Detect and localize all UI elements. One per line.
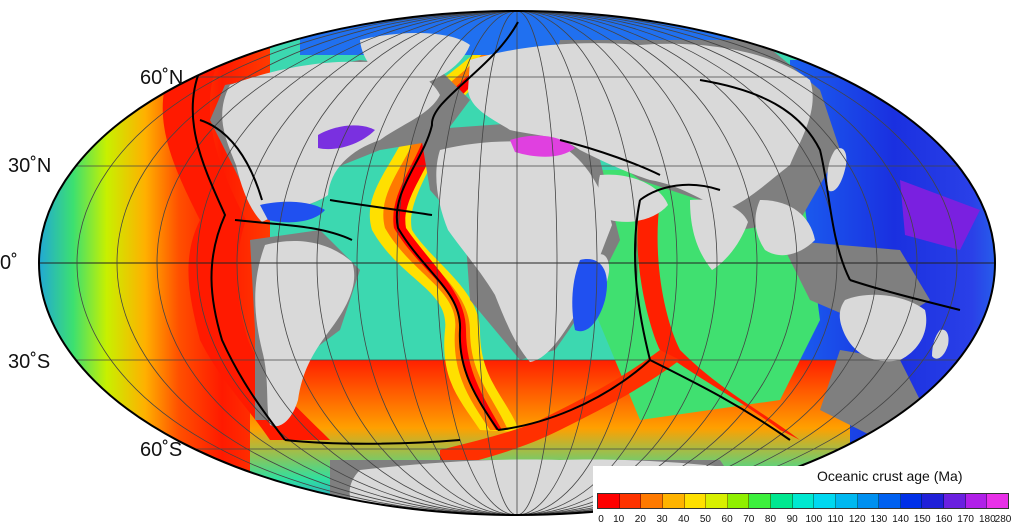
southeast-asia [755, 200, 815, 256]
legend-swatch [835, 494, 858, 508]
legend-tick: 90 [786, 514, 798, 525]
legend-swatch [598, 494, 620, 508]
legend-tick: 60 [721, 514, 733, 525]
legend-tick: 280 [994, 514, 1012, 525]
legend-tick: 30 [656, 514, 668, 525]
legend-tick: 70 [743, 514, 755, 525]
legend-swatch [641, 494, 663, 508]
legend-swatch [662, 494, 685, 508]
africa [436, 141, 612, 362]
legend-swatch [965, 494, 988, 508]
greenland [360, 33, 470, 90]
legend-swatch [879, 494, 901, 508]
australia [839, 294, 927, 362]
legend-swatch [792, 494, 815, 508]
legend-swatch [814, 494, 836, 508]
legend-tick: 40 [678, 514, 690, 525]
lat-label-60n: 60˚N [140, 67, 184, 89]
legend-tick-labels: 0 10 20 30 40 50 60 70 80 90 100 110 120 130 140 150 160… [597, 514, 1012, 526]
legend-tick: 0 [598, 514, 604, 525]
lat-label-30n: 30˚N [8, 155, 52, 177]
legend-swatch [987, 494, 1008, 508]
legend-swatch [944, 494, 966, 508]
legend-color-bar [597, 493, 1009, 509]
legend-swatch [684, 494, 707, 508]
legend-tick: 160 [935, 514, 953, 525]
legend-tick: 120 [848, 514, 866, 525]
legend-swatch [771, 494, 793, 508]
legend-tick: 20 [634, 514, 646, 525]
plate-boundaries [191, 21, 961, 445]
legend-tick: 170 [957, 514, 974, 525]
legend-swatch [922, 494, 944, 508]
lat-label-30s: 30˚S [8, 351, 51, 373]
legend-swatch [749, 494, 771, 508]
legend-swatch [706, 494, 728, 508]
japan [827, 148, 847, 192]
legend-tick: 150 [913, 514, 931, 525]
legend-swatch [857, 494, 880, 508]
india [690, 199, 748, 270]
lat-label-equator: 0˚ [0, 252, 18, 274]
legend-tick: 100 [805, 514, 823, 525]
south-america [255, 240, 355, 427]
legend-tick: 50 [699, 514, 711, 525]
legend-swatch [619, 494, 642, 508]
legend-tick: 180 [978, 514, 996, 525]
legend-tick: 140 [892, 514, 909, 525]
graticule [39, 11, 995, 515]
legend-tick: 80 [764, 514, 777, 525]
legend-tick: 10 [613, 514, 625, 525]
legend-swatch [900, 494, 923, 508]
legend-tick: 130 [870, 514, 888, 525]
new-zealand [932, 329, 949, 359]
legend-swatch [727, 494, 750, 508]
legend-title: Oceanic crust age (Ma) [817, 468, 963, 484]
age-legend: Oceanic crust age (Ma) 0 10 20 30 40 50 60 70 80… [593, 466, 1023, 528]
globe-outline [38, 10, 996, 516]
legend-tick: 110 [827, 514, 844, 525]
lat-label-60s: 60˚S [140, 439, 183, 461]
